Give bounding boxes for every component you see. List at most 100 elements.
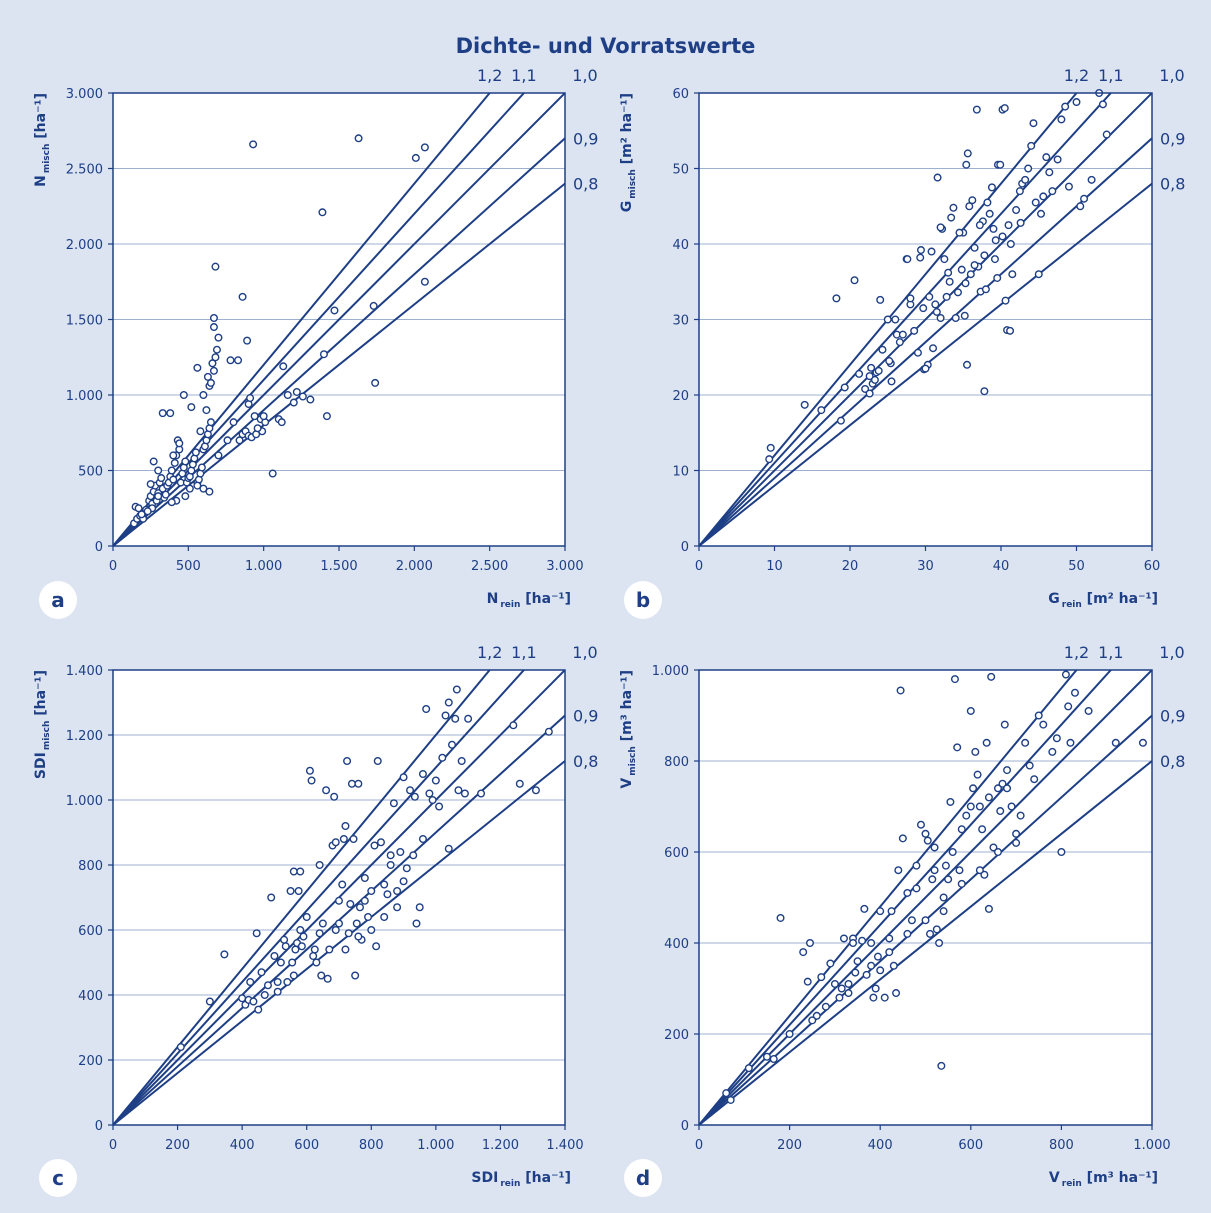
data-point [961, 279, 970, 288]
data-point [344, 929, 353, 938]
ratio-line [699, 670, 1113, 1125]
plot-frame [112, 669, 566, 1126]
scatter-points [765, 88, 1111, 464]
x-tick-label: 800 [359, 1138, 384, 1153]
x-axis-subscript: rein [500, 1179, 520, 1189]
data-point [1084, 706, 1093, 715]
data-point [406, 786, 415, 795]
data-point [360, 874, 369, 883]
data-point [209, 313, 218, 322]
data-point [370, 841, 379, 850]
data-point [1012, 206, 1021, 215]
data-point [836, 416, 845, 425]
data-point [858, 936, 867, 945]
data-point [298, 392, 307, 401]
data-point [393, 903, 402, 912]
data-point [312, 958, 321, 967]
data-point [158, 409, 167, 418]
data-point [946, 797, 955, 806]
data-point [246, 978, 255, 987]
data-point [960, 311, 969, 320]
data-point [850, 276, 859, 285]
data-point [1000, 104, 1009, 113]
scatter-points [722, 670, 1147, 1104]
data-point [1021, 175, 1030, 184]
ratio-label: 1,0 [572, 66, 597, 85]
y-tick-label: 1.200 [66, 729, 103, 744]
y-tick-label: 2.000 [66, 238, 103, 253]
data-point [951, 313, 960, 322]
y-tick-label: 400 [664, 937, 689, 952]
data-point [402, 864, 411, 873]
data-point [409, 851, 418, 860]
y-tick-label: 500 [78, 465, 103, 480]
ratio-label: 0,9 [1160, 129, 1185, 148]
panel-badge [39, 581, 77, 619]
data-point [903, 888, 912, 897]
ratio-label: 1,2 [1064, 643, 1089, 662]
y-axis-unit: [m³ ha⁻¹] [619, 670, 635, 746]
ratio-label: 1,2 [477, 66, 502, 85]
data-point [942, 292, 951, 301]
data-point [949, 203, 958, 212]
data-point [987, 183, 996, 192]
ratio-label: 0,8 [1160, 752, 1185, 771]
data-point [349, 835, 358, 844]
data-point [785, 1029, 794, 1038]
data-point [181, 492, 190, 501]
data-point [945, 277, 954, 286]
data-point [452, 685, 461, 694]
ratio-label: 1,2 [1064, 66, 1089, 85]
data-point [252, 929, 261, 938]
data-point [1042, 153, 1051, 162]
data-point [885, 357, 894, 366]
data-point [929, 344, 938, 353]
data-point [921, 829, 930, 838]
x-axis-symbol: SDI [471, 1170, 498, 1186]
data-point [1072, 98, 1081, 107]
data-point [1052, 734, 1061, 743]
data-point [203, 372, 212, 381]
data-point [776, 913, 785, 922]
data-point [399, 877, 408, 886]
data-point [364, 913, 373, 922]
data-point [998, 232, 1007, 241]
data-point [460, 789, 469, 798]
x-tick-label: 2.000 [396, 559, 433, 574]
data-point [380, 880, 389, 889]
data-point [1031, 198, 1040, 207]
data-point [840, 383, 849, 392]
data-point [1098, 100, 1107, 109]
data-point [916, 253, 925, 262]
data-point [372, 942, 381, 951]
data-point [936, 313, 945, 322]
data-point [930, 843, 939, 852]
data-point [1037, 209, 1046, 218]
ratio-line [113, 93, 491, 546]
data-point [898, 330, 907, 339]
x-tick-label: 1.000 [1133, 1138, 1170, 1153]
data-point [289, 867, 298, 876]
data-point [853, 957, 862, 966]
y-axis-symbol: SDI [33, 752, 49, 779]
data-point [950, 675, 959, 684]
x-tick-label: 2.500 [471, 559, 508, 574]
data-point [973, 770, 982, 779]
data-point [1007, 802, 1016, 811]
x-tick-label: 1.500 [320, 559, 357, 574]
x-axis-subscript: rein [500, 600, 520, 610]
data-point [318, 919, 327, 928]
data-point [765, 455, 774, 464]
data-point [971, 747, 980, 756]
data-point [1138, 738, 1147, 747]
data-point [981, 285, 990, 294]
panel-badge [624, 1159, 662, 1197]
data-point [1016, 218, 1025, 227]
data-point [187, 403, 196, 412]
data-point [953, 743, 962, 752]
data-point [769, 1055, 778, 1064]
data-point [167, 498, 176, 507]
data-point [425, 789, 434, 798]
data-point [211, 353, 220, 362]
